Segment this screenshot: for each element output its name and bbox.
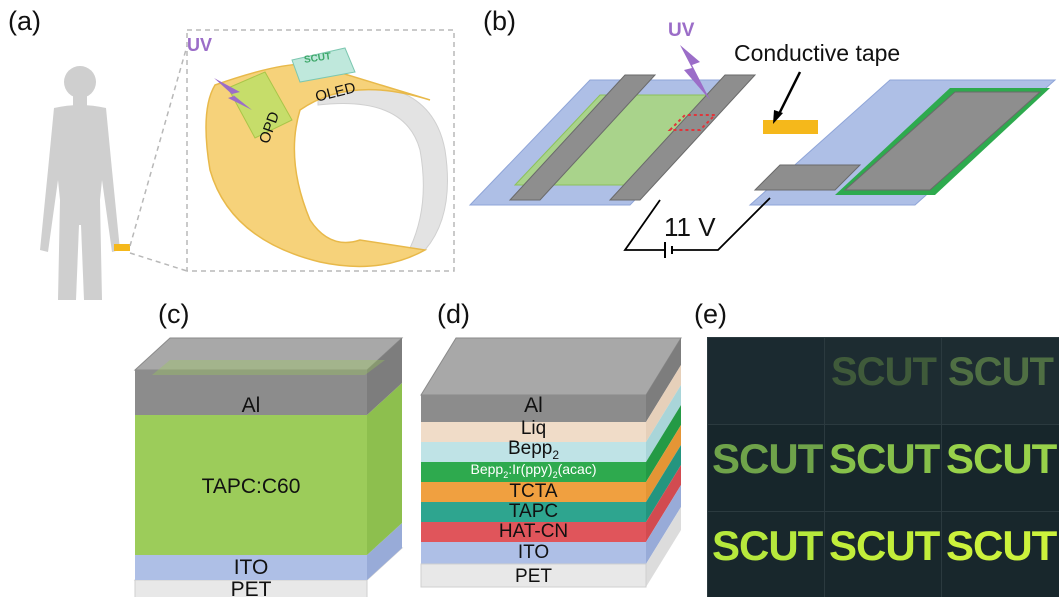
photo-text-2-3: SCUT	[946, 435, 1057, 482]
active-area-marker	[667, 114, 718, 131]
oled-hatcn-side	[646, 465, 681, 542]
oled-emissive-front	[421, 462, 646, 482]
layer-d-ito: ITO	[517, 542, 550, 563]
layer-d-hatcn: HAT-CN	[498, 521, 569, 542]
inset-box	[186, 29, 455, 272]
opd-inner-green	[152, 360, 385, 375]
oled-emissive-side	[646, 405, 681, 482]
bracelet-inner	[317, 84, 448, 251]
oled-al-top	[420, 337, 682, 396]
oled-al-front	[421, 395, 646, 422]
photo-cell-3-3: SCUT	[941, 511, 1059, 597]
layer-d-liq: Liq	[520, 418, 547, 439]
panel-c-stack	[133, 337, 404, 597]
oled-tapc-side	[646, 445, 681, 522]
opd-ito-side	[367, 523, 402, 580]
photo-cell-1-2: SCUT	[824, 337, 942, 425]
layer-d-tapc: TAPC	[508, 501, 559, 522]
opd-al-side	[367, 338, 402, 415]
photo-text-3-1: SCUT	[712, 522, 823, 569]
photo-text-1-3: SCUT	[948, 350, 1054, 394]
opd-ito-front	[135, 555, 367, 580]
photo-grid: SCUT SCUT SCUT SCUT SCUT SCUT SCUT SCUT	[707, 337, 1059, 597]
panel-label-c: (c)	[158, 299, 190, 329]
conductive-tape-label: Conductive tape	[734, 40, 901, 66]
layer-c-pet: PET	[230, 578, 272, 601]
photo-text-3-2: SCUT	[829, 522, 940, 569]
panel-d-stack	[420, 337, 682, 588]
photo-text-2-2: SCUT	[829, 435, 940, 482]
oled-al-side	[646, 338, 681, 422]
zoom-line-top	[129, 45, 188, 247]
oled-ito-front	[421, 542, 646, 564]
panel-a-figure	[40, 29, 455, 300]
photo-cell-2-1: SCUT	[707, 424, 825, 512]
oled-pet-front	[420, 563, 647, 588]
layer-d-al: Al	[524, 394, 543, 417]
photo-text-3-3: SCUT	[946, 522, 1057, 569]
photo-cell-1-1	[707, 337, 825, 425]
panel-label-e: (e)	[694, 299, 727, 329]
uv-label-b: UV	[668, 20, 695, 41]
tape-arrow-head	[773, 110, 783, 124]
layer-d-bepp2: Bepp2	[507, 438, 560, 462]
photo-cell-2-2: SCUT	[824, 424, 942, 512]
opd-active-front	[135, 415, 367, 555]
photo-cell-2-3: SCUT	[941, 424, 1059, 512]
oled-tapc-front	[421, 502, 646, 522]
zoom-line-bottom	[129, 252, 188, 272]
oled-pet-side	[646, 507, 681, 587]
conductive-tape	[763, 120, 818, 134]
layer-c-tapc-c60: TAPC:C60	[201, 475, 301, 498]
layer-c-ito: ITO	[233, 556, 269, 579]
photo-cell-1-3: SCUT	[941, 337, 1059, 425]
uv-label-a: UV	[187, 35, 213, 55]
photo-text-1-2: SCUT	[831, 350, 937, 394]
oled-tcta-front	[421, 482, 646, 502]
opd-pad	[227, 71, 293, 139]
uv-bolt-icon-b	[680, 45, 710, 100]
wire-right	[672, 197, 771, 251]
uv-bolt-icon	[214, 78, 252, 110]
layer-d-tcta: TCTA	[509, 481, 558, 502]
oled-bepp2-front	[421, 442, 646, 462]
layer-c-al: Al	[241, 394, 261, 417]
human-silhouette	[40, 66, 120, 300]
oled-bepp2-side	[646, 385, 681, 462]
oled-liq-side	[646, 365, 681, 442]
photo-cell-3-2: SCUT	[824, 511, 942, 597]
tape-arrow-line	[776, 71, 802, 117]
layer-d-pet: PET	[515, 566, 552, 587]
panel-label-a: (a)	[8, 6, 41, 36]
panel-label-b: (b)	[483, 6, 516, 36]
opd-al-front	[135, 370, 367, 415]
photo-cell-3-1: SCUT	[707, 511, 825, 597]
oled-cathode	[843, 91, 1042, 191]
wire-left	[623, 199, 665, 251]
voltage-label: 11 V	[664, 212, 716, 242]
oled-pad	[291, 47, 356, 83]
oled-anode-tab	[753, 164, 862, 191]
layer-d-emissive: Bepp2:Ir(ppy)2(acac)	[470, 461, 597, 480]
oled-ito-side	[646, 485, 681, 564]
opd-electrode-1	[508, 74, 657, 201]
photo-text-2-1: SCUT	[712, 435, 823, 482]
wrist-band-marker	[114, 244, 130, 251]
oled-liq-front	[421, 422, 646, 442]
oled-hatcn-front	[421, 522, 646, 542]
panel-label-d: (d)	[437, 299, 470, 329]
oled-tcta-side	[646, 425, 681, 502]
opd-electrode-2	[608, 74, 757, 201]
opd-active-side	[367, 383, 402, 555]
panel-b-figure	[468, 45, 1057, 258]
